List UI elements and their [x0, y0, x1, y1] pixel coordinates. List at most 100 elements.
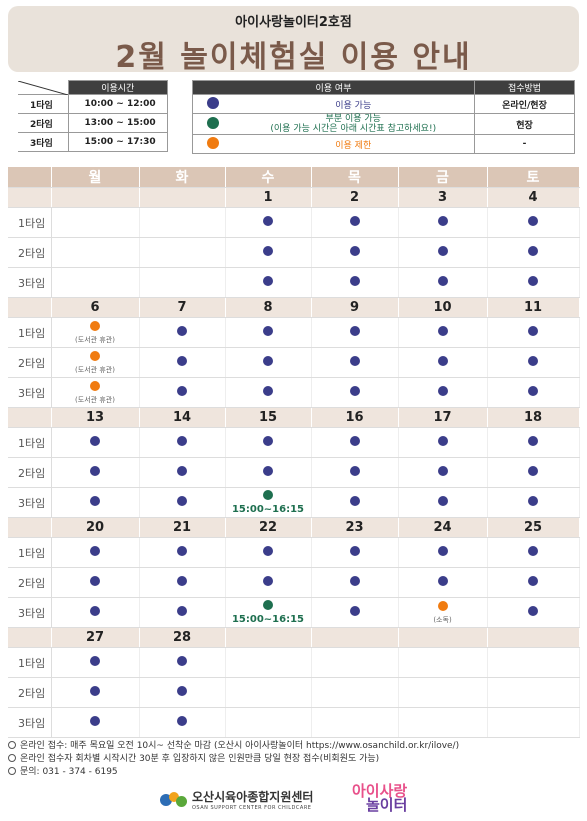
slot-label: 3타임	[8, 267, 52, 298]
available-dot-icon	[528, 246, 538, 256]
date-row-label	[8, 407, 52, 428]
slot-cell	[225, 377, 312, 408]
slot-cell	[139, 567, 226, 598]
date-cell: 3	[398, 187, 488, 208]
slot-note: (도서관 휴관)	[75, 365, 115, 374]
available-dot-icon	[263, 576, 273, 586]
date-cell: 16	[311, 407, 399, 428]
available-dot-icon	[349, 496, 360, 506]
slot-label: 1타임	[8, 317, 52, 348]
available-dot-icon	[349, 606, 360, 616]
slot-label: 3타임	[8, 597, 52, 628]
available-dot-icon	[90, 716, 100, 726]
slot-cell	[398, 267, 488, 298]
bullet-circle-icon	[8, 754, 16, 762]
slot-cell	[487, 487, 580, 518]
slot-cell	[487, 537, 580, 568]
slot-cell	[311, 207, 399, 238]
available-dot-icon	[90, 686, 100, 696]
date-cell: 14	[139, 407, 226, 428]
page-subtitle: 아이사랑놀이터2호점	[235, 15, 352, 30]
slot-cell	[487, 647, 580, 678]
time-table-header: 이용시간	[67, 80, 168, 95]
slot-cell	[139, 707, 226, 738]
date-cell: 23	[311, 517, 399, 538]
legend-header-status: 이용 여부	[192, 80, 475, 95]
available-dot-icon	[528, 466, 538, 476]
slot-cell	[311, 707, 399, 738]
available-dot-icon	[263, 466, 273, 476]
slot-label: 2타임	[8, 567, 52, 598]
slot-cell	[311, 427, 399, 458]
date-cell: 22	[225, 517, 312, 538]
slot-cell	[225, 567, 312, 598]
calendar-table: 월 화 수 목 금 토 1 2 3 4 1타임 2타임 3타임 6 7 8 9 10 11 1타임 (도서관 휴관) 2타…	[8, 167, 580, 738]
footer-text: 문의: 031 - 374 - 6195	[20, 767, 118, 777]
available-dot-icon	[263, 246, 273, 256]
slot-cell	[311, 237, 399, 268]
time-table: 이용시간 1타임 10:00 ~ 12:00 2타임 13:00 ~ 15:00…	[18, 80, 168, 152]
slot-cell	[139, 237, 226, 268]
slot-cell	[311, 677, 399, 708]
available-dot-icon	[349, 216, 360, 226]
available-dot-icon	[437, 386, 448, 396]
slot-cell	[311, 537, 399, 568]
available-dot-icon	[177, 576, 187, 586]
weekday-header: 월	[51, 167, 140, 188]
bullet-circle-icon	[8, 767, 16, 775]
slot-cell: (도서관 휴관)	[51, 377, 140, 408]
slot-cell	[139, 347, 226, 378]
footer-line: 문의: 031 - 374 - 6195	[8, 766, 459, 779]
slot-cell	[51, 487, 140, 518]
restricted-dot-icon	[90, 380, 100, 391]
date-cell: 6	[51, 297, 140, 318]
available-dot-icon	[349, 246, 360, 256]
date-cell: 4	[487, 187, 580, 208]
available-dot-icon	[177, 686, 187, 696]
slot-cell: (도서관 휴관)	[51, 347, 140, 378]
slot-cell	[225, 647, 312, 678]
slot-cell	[398, 347, 488, 378]
available-dot-icon	[349, 356, 360, 366]
slot-cell	[487, 427, 580, 458]
available-dot-icon	[437, 546, 448, 556]
slot-cell	[487, 267, 580, 298]
center-sub: OSAN SUPPORT CENTER FOR CHILDCARE	[192, 805, 312, 811]
partial-time: 15:00~16:15	[231, 504, 305, 515]
slot-cell	[139, 267, 226, 298]
slot-cell: (도서관 휴관)	[51, 317, 140, 348]
slot-label: 2타임	[8, 457, 52, 488]
slot-cell	[139, 377, 226, 408]
date-cell: 20	[51, 517, 140, 538]
slot-cell	[398, 457, 488, 488]
restricted-dot-icon	[90, 350, 100, 361]
available-dot-icon	[437, 466, 448, 476]
weekday-header: 목	[311, 167, 399, 188]
available-dot-icon	[263, 356, 273, 366]
available-dot-icon	[90, 606, 100, 616]
slot-cell	[139, 677, 226, 708]
available-dot-icon	[177, 436, 187, 446]
available-dot-icon	[349, 576, 360, 586]
slot-label: 1타임	[8, 427, 52, 458]
date-cell: 10	[398, 297, 488, 318]
slot-note: (소독)	[433, 615, 452, 624]
slot-cell	[398, 317, 488, 348]
available-dot-icon	[437, 496, 448, 506]
slot-cell	[311, 377, 399, 408]
date-cell	[398, 627, 488, 648]
restricted-dot-icon	[90, 320, 100, 331]
available-dot-icon	[90, 576, 100, 586]
date-cell: 17	[398, 407, 488, 428]
slot-cell	[225, 677, 312, 708]
restricted-dot-icon	[206, 136, 219, 149]
available-dot-icon	[437, 356, 448, 366]
slot-label: 2타임	[8, 347, 52, 378]
date-cell: 27	[51, 627, 140, 648]
available-dot-icon	[177, 656, 187, 666]
date-cell: 25	[487, 517, 580, 538]
slot-label: 2타임	[8, 677, 52, 708]
time-slot-label: 2타임	[18, 113, 69, 133]
slot-label: 1타임	[8, 647, 52, 678]
date-cell: 7	[139, 297, 226, 318]
